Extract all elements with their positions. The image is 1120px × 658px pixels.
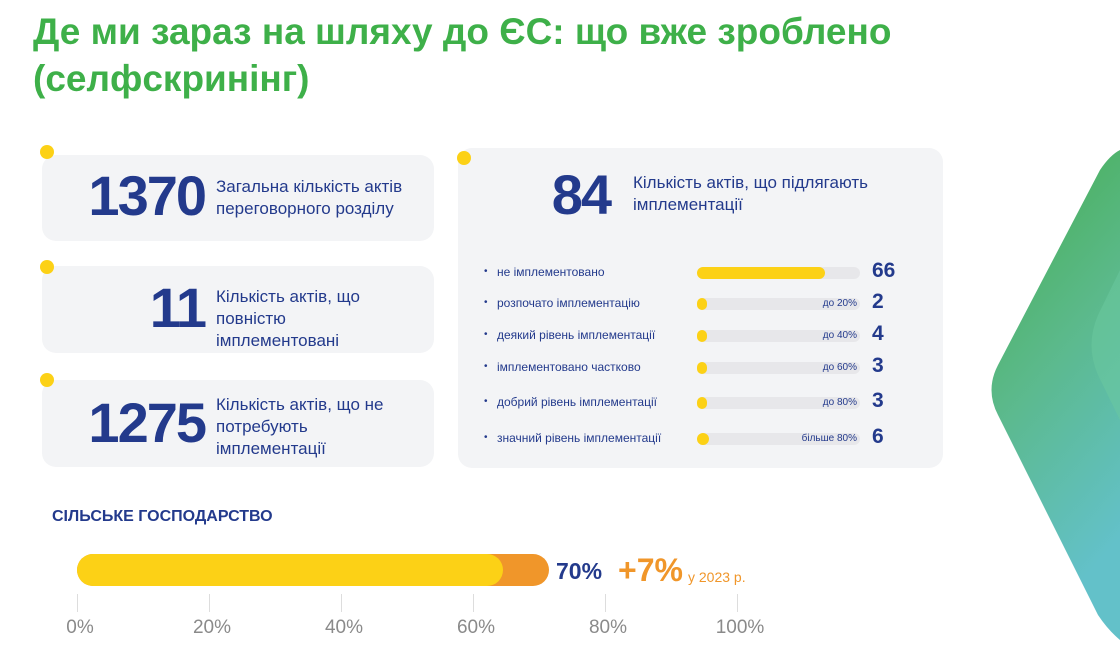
- impl-range-label: до 20%: [822, 298, 857, 309]
- impl-bar: [697, 267, 826, 279]
- axis-tick: [473, 594, 474, 612]
- stat-label: Загальна кількість актів переговорного р…: [216, 177, 403, 218]
- bullet-dot: [457, 151, 471, 165]
- section-title: СІЛЬСЬКЕ ГОСПОДАРСТВО: [52, 508, 273, 525]
- axis-tick: [737, 594, 738, 612]
- impl-range-label: до 40%: [822, 330, 857, 341]
- impl-bar: [697, 362, 707, 374]
- axis-tick-label: 20%: [192, 617, 232, 638]
- axis-tick: [77, 594, 78, 612]
- bullet-icon: •: [484, 266, 488, 277]
- bullet-icon: •: [484, 396, 488, 407]
- axis-tick-label: 80%: [588, 617, 628, 638]
- impl-row-label: не імплементовано: [497, 265, 605, 279]
- impl-row: • добрий рівень імплементації до 80% 3: [484, 389, 904, 413]
- impl-row: • деякий рівень імплементації до 40% 4: [484, 322, 904, 346]
- impl-row-label: розпочато імплементацію: [497, 296, 640, 310]
- impl-row-label: деякий рівень імплементації: [497, 328, 656, 342]
- axis-tick-label: 60%: [456, 617, 496, 638]
- impl-bar-track: до 60%: [697, 362, 860, 374]
- impl-count: 2: [872, 290, 884, 313]
- impl-label: Кількість актів, що підлягають імплемент…: [633, 173, 868, 214]
- impl-range-label: більше 80%: [801, 433, 857, 444]
- impl-row: • розпочато імплементацію до 20% 2: [484, 290, 904, 314]
- impl-count: 3: [872, 389, 884, 412]
- progress-increase-note: у 2023 р.: [688, 569, 746, 585]
- progress-value: 70%: [556, 558, 603, 584]
- impl-bar: [697, 397, 707, 409]
- impl-bar-track: більше 80%: [697, 433, 860, 445]
- bullet-dot: [40, 145, 54, 159]
- axis-tick: [341, 594, 342, 612]
- impl-bar-track: до 80%: [697, 397, 860, 409]
- impl-count: 3: [872, 354, 884, 377]
- decorative-green-shape: [991, 150, 1120, 640]
- axis-tick: [209, 594, 210, 612]
- impl-range-label: до 80%: [822, 397, 857, 408]
- stat-number: 1370: [88, 164, 207, 227]
- bullet-icon: •: [484, 361, 488, 372]
- bullet-icon: •: [484, 432, 488, 443]
- impl-row-label: добрий рівень імплементації: [497, 395, 657, 409]
- axis-tick-label: 100%: [715, 617, 765, 638]
- impl-number: 84: [551, 163, 612, 226]
- page-title: Де ми зараз на шляху до ЄС: що вже зробл…: [33, 11, 892, 99]
- stat-card-total: [42, 155, 434, 241]
- impl-bar-track: [697, 267, 860, 279]
- progress-bar-base: [77, 554, 503, 586]
- impl-count: 66: [872, 259, 896, 282]
- progress-bar: [77, 554, 549, 586]
- impl-bar: [697, 298, 707, 310]
- bullet-icon: •: [484, 297, 488, 308]
- progress-increase: +7%: [618, 552, 683, 588]
- impl-bar-track: до 20%: [697, 298, 860, 310]
- stat-label: Кількість актів, що повністю імплементов…: [216, 287, 360, 350]
- impl-row-label: значний рівень імплементації: [497, 431, 662, 445]
- impl-row-label: імплементовано частково: [497, 360, 641, 374]
- impl-count: 4: [872, 322, 884, 345]
- impl-row: • імплементовано частково до 60% 3: [484, 354, 904, 378]
- impl-count: 6: [872, 425, 884, 448]
- impl-row: • значний рівень імплементації більше 80…: [484, 425, 904, 449]
- impl-bar: [697, 433, 709, 445]
- impl-row: • не імплементовано 66: [484, 259, 904, 283]
- bullet-dot: [40, 373, 54, 387]
- bullet-dot: [40, 260, 54, 274]
- axis-tick-label: 40%: [324, 617, 364, 638]
- axis-tick-label: 0%: [66, 617, 94, 638]
- bullet-icon: •: [484, 329, 488, 340]
- axis-tick: [605, 594, 606, 612]
- stat-card-not-required: [42, 380, 434, 467]
- stat-card-implemented: [42, 266, 434, 353]
- impl-range-label: до 60%: [822, 362, 857, 373]
- stat-number: 1275: [88, 391, 207, 454]
- impl-bar: [697, 330, 707, 342]
- stat-number: 11: [149, 276, 207, 339]
- stat-label: Кількість актів, що не потребують імплем…: [216, 395, 384, 458]
- impl-bar-track: до 40%: [697, 330, 860, 342]
